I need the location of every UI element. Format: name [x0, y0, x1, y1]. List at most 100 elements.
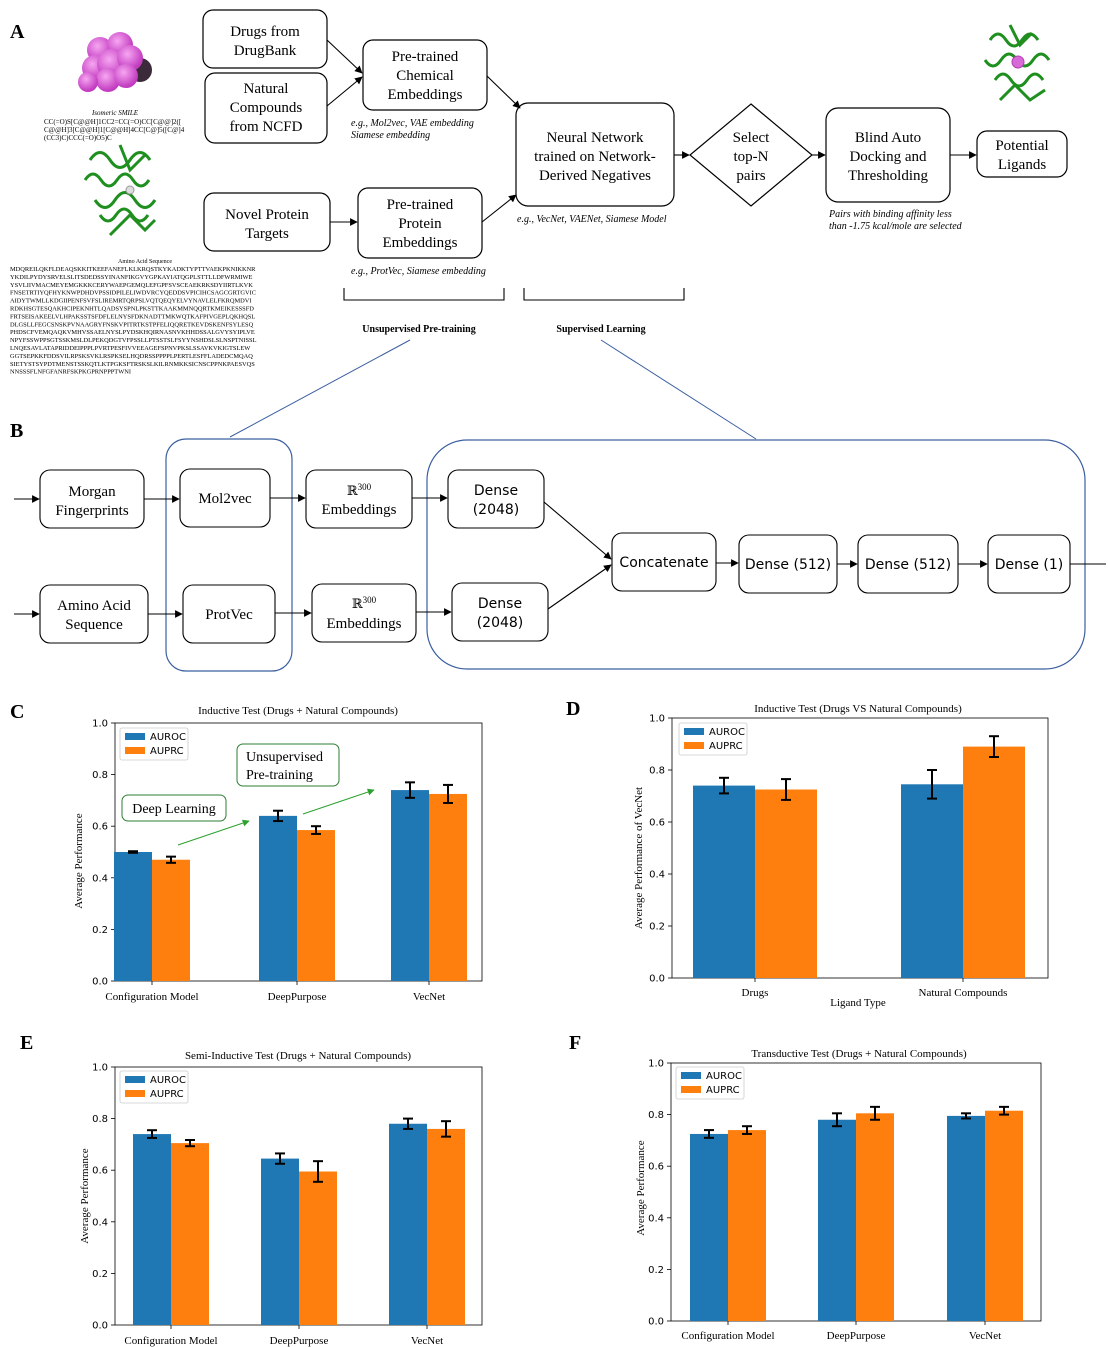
box-protvec: ProtVec	[182, 584, 276, 644]
dense-top-line: (2048)	[473, 502, 520, 518]
diamond-line: top-N	[734, 149, 769, 165]
y-tick-label: 1.0	[648, 1059, 664, 1070]
bar-auprc	[297, 830, 335, 981]
bar-auroc	[389, 1123, 427, 1325]
y-tick-label: 0.4	[92, 873, 108, 884]
amino-acid-line: PHDSCFVEMQAQKVMHVSSAELNYSLPYDSKHQIRNASNV…	[10, 329, 255, 336]
box-ncfd-line: Compounds	[230, 100, 303, 116]
embedding-dim: 300	[358, 482, 372, 492]
box-ncfd: Natural Compounds from NCFD	[204, 72, 328, 144]
box-protein-targets: Novel Protein Targets	[203, 192, 331, 252]
box-targets-line: Novel Protein	[225, 207, 309, 223]
zoom-connectors	[229, 339, 757, 440]
bar-auroc	[391, 790, 429, 981]
y-tick-label: 0.8	[92, 1114, 108, 1125]
box-dense-512-a: Dense (512)	[738, 534, 838, 594]
smiles-line: C@@H]3[C@@H]1[C@@H]4CC[C@]5([C@]4	[44, 126, 185, 134]
dense-top-line: Dense	[474, 483, 518, 499]
braces	[343, 288, 685, 301]
box-neural-network: Neural Network trained on Network- Deriv…	[515, 102, 675, 207]
note-prot: e.g., ProtVec, Siamese embedding	[351, 266, 486, 277]
legend-label: AUROC	[709, 727, 745, 738]
annotation-unsupervised-text: Unsupervised	[246, 750, 323, 765]
note-docking: than -1.75 kcal/mole are selected	[829, 221, 963, 232]
box-prot-line: Pre-trained	[387, 197, 454, 213]
bar-auroc	[259, 815, 297, 981]
legend-label: AUPRC	[706, 1085, 740, 1096]
y-tick-label: 0.2	[92, 925, 108, 936]
y-tick-label: 0.4	[92, 1217, 108, 1228]
x-tick-label: DeepPurpose	[268, 991, 327, 1003]
box-targets-line: Targets	[245, 226, 289, 242]
legend-swatch	[681, 1086, 701, 1093]
annotation-unsupervised: Unsupervised Pre-training	[236, 743, 340, 787]
x-tick-label: VecNet	[969, 1330, 1001, 1342]
box-morgan-line: Fingerprints	[55, 503, 128, 519]
bar-auroc	[133, 1134, 171, 1325]
y-tick-label: 0.0	[649, 974, 665, 985]
note-docking: Pairs with binding affinity less	[828, 209, 952, 220]
smiles-line: CC(=O)S[C@@H]1CC2=CC(=O)CC[C@@]2([	[44, 118, 182, 126]
box-dense-512-b: Dense (512)	[857, 534, 959, 594]
protein-illustration	[83, 144, 157, 237]
bar-auprc	[985, 1110, 1023, 1321]
amino-acid-line: SIETYSTSYPDTMENSTSSKQTLKTPGKSFTRSKSLKILR…	[10, 361, 255, 368]
box-docking-line: Thresholding	[848, 168, 928, 184]
box-docking: Blind Auto Docking and Thresholding	[825, 107, 951, 203]
y-tick-label: 0.2	[648, 1265, 664, 1276]
box-dense-bottom: Dense (2048)	[451, 582, 549, 642]
panel-label-f: F	[569, 1032, 581, 1054]
amino-acid-line: FRTSEISAKEELVLHPAKSSTSFDFLELNYSFDKNADTTM…	[10, 313, 255, 320]
x-tick-label: Drugs	[742, 987, 769, 999]
bar-auroc	[818, 1119, 856, 1321]
panel-b-arrows	[14, 494, 1106, 618]
legend-swatch	[681, 1072, 701, 1079]
y-axis-label: Average Performance	[635, 1140, 647, 1235]
legend-label: AUROC	[150, 1075, 186, 1086]
panel-label-a: A	[10, 21, 25, 43]
dense-bottom-line: Dense	[478, 596, 522, 612]
box-docking-line: Blind Auto	[855, 130, 921, 146]
box-protein-embeddings: Pre-trained Protein Embeddings	[357, 187, 483, 259]
annotation-deep-learning-text: Deep Learning	[132, 802, 216, 817]
amino-acid-line: NNSSSFLNFGFANRFSKPKGPRNPPPTWNI	[10, 369, 131, 376]
y-tick-label: 0.2	[92, 1269, 108, 1280]
legend-swatch	[684, 728, 704, 735]
box-chemical-embeddings: Pre-trained Chemical Embeddings	[362, 39, 488, 111]
bar-auroc	[693, 785, 755, 978]
annotation-arrows	[177, 788, 375, 846]
box-drugbank-line: DrugBank	[234, 43, 297, 59]
x-tick-label: DeepPurpose	[827, 1330, 886, 1342]
smiles-line: (CC3)C)CCC(=O)O5)C	[44, 134, 112, 142]
embedding-dim: 300	[363, 595, 377, 605]
box-morgan-line: Morgan	[68, 484, 116, 500]
amino-acid-line: FNSETRTIYQFHYKNWPDHDVPSSIDPILELIWDVRCYQE…	[10, 290, 256, 297]
bar-auroc	[114, 852, 152, 981]
y-tick-label: 0.8	[92, 770, 108, 781]
x-tick-label: DeepPurpose	[270, 1335, 329, 1347]
y-tick-label: 0.0	[92, 1321, 108, 1332]
legend-swatch	[125, 747, 145, 754]
box-embeddings-bottom: ℝ300 Embeddings	[311, 583, 417, 643]
box-drugbank: Drugs from DrugBank	[202, 9, 328, 69]
real-symbol: ℝ	[347, 483, 359, 498]
legend-label: AUPRC	[709, 741, 743, 752]
bar-auroc	[261, 1158, 299, 1325]
box-dense-1: Dense (1)	[987, 534, 1071, 594]
chart-c: Inductive Test (Drugs + Natural Compound…	[73, 705, 483, 1003]
dense512b-label: Dense (512)	[865, 557, 951, 573]
brace-label-supervised: Supervised Learning	[556, 324, 645, 335]
x-tick-label: Configuration Model	[124, 1335, 217, 1347]
svg-text:ℝ300: ℝ300	[352, 595, 377, 611]
molecule-illustration	[78, 32, 152, 92]
box-amino-line: Sequence	[65, 617, 123, 633]
box-prot-line: Protein	[398, 216, 442, 232]
dense512a-label: Dense (512)	[745, 557, 831, 573]
box-ncfd-line: from NCFD	[230, 119, 303, 135]
box-docking-line: Docking and	[849, 149, 927, 165]
box-ligands-line: Potential	[995, 138, 1048, 154]
pretraining-group	[165, 438, 293, 672]
y-tick-label: 0.6	[648, 1162, 664, 1173]
legend-label: AUROC	[706, 1071, 742, 1082]
